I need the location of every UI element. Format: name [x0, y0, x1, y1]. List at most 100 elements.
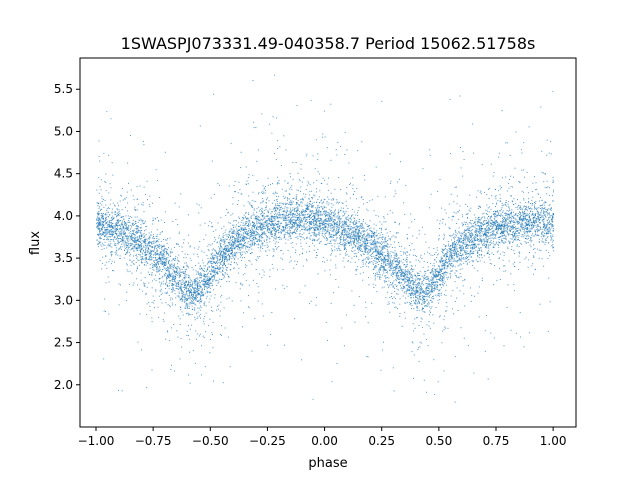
data-point: [437, 253, 439, 255]
data-point: [401, 275, 403, 277]
data-point: [241, 246, 243, 248]
data-point: [154, 262, 155, 263]
data-point: [237, 258, 239, 260]
data-point: [100, 220, 102, 222]
data-point: [529, 213, 531, 215]
data-point: [552, 195, 554, 197]
data-point: [406, 258, 407, 260]
data-point: [208, 325, 210, 327]
data-point: [128, 246, 130, 248]
data-point: [521, 243, 523, 245]
data-point: [366, 235, 368, 237]
data-point: [342, 224, 344, 226]
data-point: [550, 236, 552, 238]
data-point: [205, 282, 207, 284]
data-point: [367, 226, 369, 228]
data-point: [290, 212, 292, 214]
data-point: [115, 250, 117, 252]
data-point: [428, 321, 430, 323]
data-point: [404, 264, 405, 265]
data-point: [323, 212, 325, 214]
data-point: [169, 285, 171, 287]
data-point: [119, 220, 121, 222]
data-point: [319, 226, 321, 228]
data-point: [407, 238, 409, 240]
data-point: [419, 289, 421, 291]
data-point: [290, 226, 292, 228]
data-point: [534, 176, 535, 178]
data-point: [500, 228, 501, 230]
data-point: [238, 238, 240, 240]
data-point: [112, 225, 114, 227]
data-point: [341, 230, 343, 232]
data-point: [160, 258, 162, 260]
data-point: [100, 202, 102, 204]
data-point: [314, 233, 316, 235]
data-point: [423, 379, 425, 381]
data-point: [291, 227, 293, 229]
data-point: [165, 258, 167, 260]
data-point: [381, 287, 383, 289]
data-point: [364, 243, 366, 244]
data-point: [428, 207, 430, 209]
data-point: [406, 291, 408, 293]
data-point: [178, 254, 180, 256]
data-point: [223, 239, 225, 241]
data-point: [362, 266, 364, 267]
data-point: [478, 216, 480, 218]
data-point: [463, 257, 465, 259]
data-point: [521, 152, 523, 154]
data-point: [510, 212, 512, 214]
data-point: [450, 277, 451, 279]
data-point: [228, 237, 229, 238]
data-point: [320, 217, 322, 219]
data-point: [343, 223, 345, 225]
data-point: [461, 248, 463, 250]
data-point: [220, 285, 221, 287]
data-point: [320, 241, 322, 242]
data-point: [284, 220, 286, 222]
data-point: [497, 250, 499, 252]
data-point: [283, 216, 285, 218]
data-point: [98, 223, 99, 225]
data-point: [282, 284, 284, 286]
data-point: [106, 231, 108, 233]
data-point: [365, 301, 366, 303]
data-point: [301, 198, 303, 200]
data-point: [465, 236, 466, 238]
data-point: [440, 262, 442, 264]
data-point: [269, 208, 271, 210]
data-point: [501, 227, 502, 229]
data-point: [118, 304, 120, 306]
data-point: [205, 305, 207, 307]
data-point: [374, 237, 375, 239]
data-point: [285, 224, 287, 226]
data-point: [193, 279, 195, 281]
data-point: [331, 236, 332, 238]
data-point: [139, 313, 141, 315]
data-point: [254, 226, 256, 228]
data-point: [191, 313, 193, 315]
data-point: [232, 232, 234, 234]
data-point: [180, 275, 181, 277]
data-point: [273, 193, 275, 195]
data-point: [490, 163, 492, 165]
data-point: [280, 229, 282, 230]
data-point: [373, 260, 375, 261]
data-point: [117, 226, 119, 228]
data-point: [105, 231, 107, 233]
data-point: [309, 194, 310, 196]
data-point: [432, 296, 433, 298]
data-point: [220, 278, 222, 280]
data-point: [395, 252, 397, 254]
data-point: [242, 326, 243, 328]
data-point: [531, 228, 533, 230]
data-point: [324, 222, 326, 224]
data-point: [179, 318, 181, 320]
data-point: [245, 252, 247, 254]
data-point: [389, 264, 391, 266]
data-point: [545, 201, 547, 203]
data-point: [126, 223, 128, 225]
data-point: [126, 191, 128, 193]
data-point: [321, 221, 323, 223]
